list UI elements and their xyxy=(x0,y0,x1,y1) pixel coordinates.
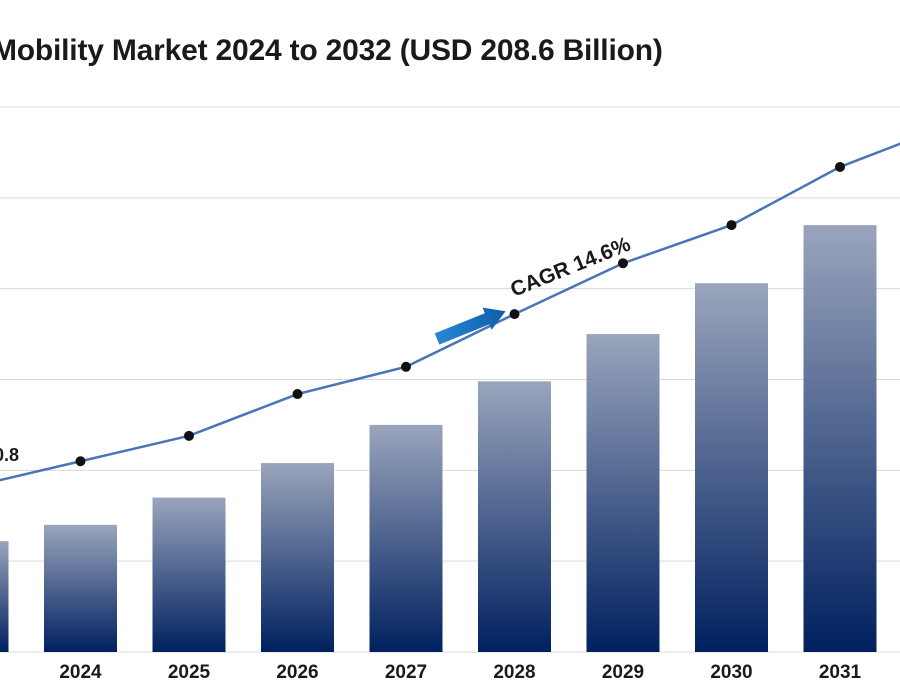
x-tick-label: 2031 xyxy=(819,662,862,683)
bar xyxy=(695,283,768,652)
x-tick-label: 2027 xyxy=(385,662,427,683)
line-point xyxy=(184,430,194,441)
bar xyxy=(0,541,9,652)
x-tick-label: 2030 xyxy=(710,662,752,683)
line-point xyxy=(75,456,86,467)
line-point xyxy=(726,220,737,231)
line-point xyxy=(401,361,411,372)
arrow-shape xyxy=(434,307,506,345)
bar xyxy=(261,463,334,652)
x-tick-label: 2026 xyxy=(276,662,318,683)
x-tick-label: 2029 xyxy=(602,662,644,683)
line-point xyxy=(618,258,628,269)
bar xyxy=(369,424,443,652)
line-point xyxy=(292,389,303,400)
line-point xyxy=(509,309,520,320)
bar xyxy=(44,524,117,652)
bar xyxy=(803,225,877,653)
x-tick-label: 2028 xyxy=(493,662,535,683)
cagr-arrow xyxy=(434,307,506,345)
x-tick-label: 2025 xyxy=(168,662,211,683)
x-tick-label: 2024 xyxy=(59,662,102,683)
chart-title: Mobility Market 2024 to 2032 (USD 208.6 … xyxy=(0,34,663,67)
bar xyxy=(478,381,551,652)
bar xyxy=(586,334,660,652)
line-point xyxy=(835,161,845,172)
data-label: 0.8 xyxy=(0,445,19,465)
trend-line xyxy=(0,142,900,482)
bar xyxy=(152,497,226,652)
